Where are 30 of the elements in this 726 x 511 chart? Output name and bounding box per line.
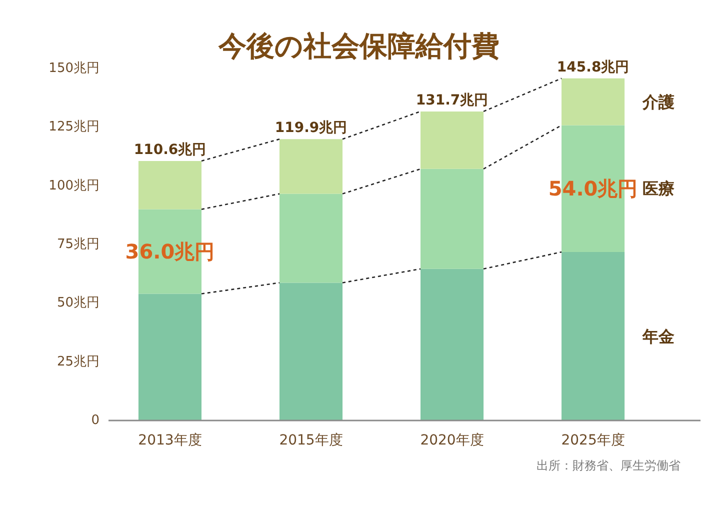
series-label: 年金 [642,326,675,346]
total-label: 145.8兆円 [556,59,630,76]
x-tick-label: 2020年度 [420,432,484,448]
series-label: 医療 [642,179,675,198]
text: 出所：財務省、厚生労働省 [536,458,680,472]
bar [138,160,202,210]
bar [420,168,484,269]
y-tick-label: 25兆円 [56,354,100,370]
total-label: 119.9兆円 [274,120,348,136]
y-tick-label: 150兆円 [48,61,100,76]
bar [420,111,484,169]
total-label: 110.6兆円 [134,142,206,158]
y-tick-label: 125兆円 [48,120,100,135]
x-tick-label: 2015年度 [279,432,343,448]
bar [279,194,343,283]
x-tick-label: 2025年度 [561,432,625,448]
x-tick-label: 2013年度 [138,432,202,448]
bar [279,282,343,420]
series-label: 介護 [642,92,675,112]
y-tick-label: 75兆円 [56,237,100,252]
bar [138,294,202,420]
chart-title: 今後の社会保障給付費 [218,30,500,62]
y-tick-label: 0 [91,413,100,428]
y-tick-label: 50兆円 [56,296,100,311]
bar [562,78,625,126]
bar [279,139,343,194]
bar [562,252,625,420]
y-tick-label: 100兆円 [48,178,100,194]
total-label: 131.7兆円 [416,92,488,108]
bar [420,268,484,420]
